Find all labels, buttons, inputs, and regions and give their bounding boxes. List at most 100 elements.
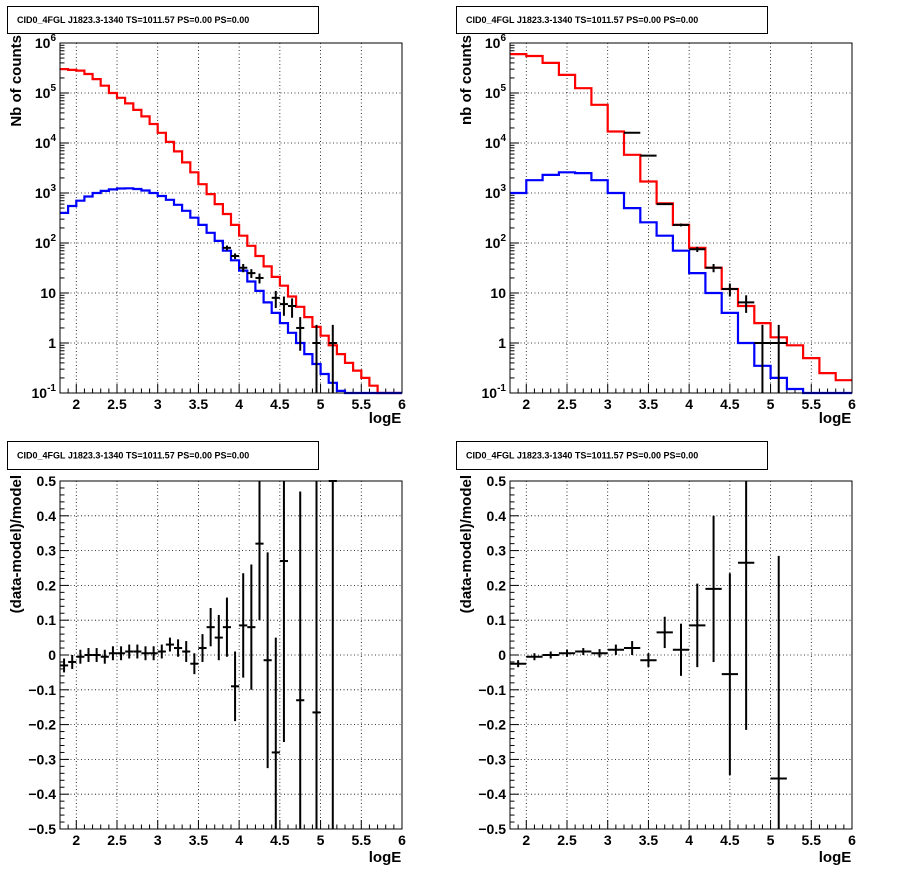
data-point [271, 290, 280, 309]
y-tick-label: 0.5 [37, 473, 57, 489]
data-point [247, 269, 256, 278]
data-point [76, 649, 85, 664]
data-point [738, 481, 755, 730]
data-point [198, 634, 207, 662]
chart-title: CID0_4FGL J1823.3-1340 TS=1011.57 PS=0.0… [466, 451, 698, 461]
axis-ticks [509, 42, 853, 394]
series-model-line [60, 68, 402, 395]
data-point [526, 653, 543, 661]
y-tick-label: 105 [485, 83, 507, 101]
data-point [206, 608, 215, 647]
x-tick-label: 2.5 [107, 396, 127, 412]
chart-title: CID0_4FGL J1823.3-1340 TS=1011.57 PS=0.0… [17, 15, 249, 25]
x-tick-label: 2.5 [557, 832, 577, 848]
axis-ticks [59, 42, 403, 394]
data-point [279, 481, 288, 742]
data-point [296, 317, 305, 351]
x-tick-label: 5.5 [352, 832, 372, 848]
y-tick-label: 0.5 [487, 473, 507, 489]
data-point [133, 644, 142, 659]
x-tick-label: 4 [235, 396, 243, 412]
y-tick-label: −0.4 [28, 786, 56, 802]
plot-frame [59, 480, 403, 830]
chart-panel-3: CID0_4FGL J1823.3-1340 TS=1011.57 PS=0.0… [7, 441, 406, 866]
data-point [721, 283, 738, 297]
data-point [117, 646, 126, 661]
data-point [656, 616, 673, 649]
y-tick-label: 10-1 [32, 383, 57, 401]
data-point [591, 649, 608, 658]
data-point [190, 653, 199, 675]
x-tick-label: 2 [522, 832, 530, 848]
y-tick-label: 1 [48, 335, 56, 351]
data-point [558, 649, 576, 657]
y-tick-label: 102 [35, 233, 57, 251]
x-tick-label: 6 [398, 832, 406, 848]
x-tick-label: 5 [317, 832, 325, 848]
y-tick-label: 10-1 [482, 383, 507, 401]
data-point [312, 324, 321, 393]
x-tick-label: 5.5 [802, 396, 822, 412]
data-point [263, 552, 272, 769]
y-axis-label: (data-model)/model [458, 475, 475, 613]
y-tick-label: 0.2 [487, 577, 507, 593]
x-tick-label: 3 [604, 832, 612, 848]
y-tick-label: −0.5 [478, 821, 506, 837]
y-tick-label: −0.3 [28, 751, 56, 767]
y-tick-label: 0.1 [487, 612, 507, 628]
y-axis-label: (data-model)/model [8, 475, 25, 613]
x-tick-label: 5.5 [352, 396, 372, 412]
x-axis-label: logE [819, 849, 852, 866]
data-point [125, 644, 134, 659]
y-tick-label: 0.2 [37, 577, 57, 593]
data-point [672, 223, 690, 227]
chart-title-box [456, 441, 768, 470]
data-points [624, 131, 787, 393]
y-tick-label: 0.4 [487, 508, 507, 524]
data-point [705, 264, 722, 273]
x-tick-label: 3 [154, 832, 162, 848]
data-point [296, 491, 305, 829]
x-tick-label: 3.5 [639, 832, 659, 848]
y-axis-label: Nb of counts [8, 35, 25, 127]
y-tick-label: −0.4 [478, 786, 506, 802]
data-point [721, 573, 738, 776]
data-points [510, 481, 787, 829]
chart-title-box [456, 6, 768, 34]
data-point [247, 564, 256, 690]
data-point [68, 655, 77, 669]
data-point [607, 644, 624, 655]
data-point [640, 653, 657, 668]
data-point [575, 648, 592, 655]
y-tick-label: 0.3 [37, 543, 57, 559]
series-model-line [510, 53, 852, 382]
data-point [640, 154, 657, 157]
data-point [705, 515, 722, 662]
data-point [222, 597, 231, 657]
chart-title-box [7, 441, 319, 470]
data-point [255, 273, 264, 284]
data-point [239, 264, 248, 273]
data-point [510, 660, 527, 668]
data-point [231, 253, 240, 259]
data-point [214, 614, 223, 661]
x-tick-label: 6 [398, 396, 406, 412]
data-point [108, 646, 117, 661]
data-point [60, 658, 69, 673]
y-tick-label: −0.3 [478, 751, 506, 767]
data-point [84, 648, 93, 662]
x-tick-label: 2.5 [557, 396, 577, 412]
grid-lines [60, 481, 402, 829]
x-tick-label: 4.5 [720, 396, 740, 412]
y-tick-label: 10 [490, 285, 506, 301]
x-tick-label: 2 [522, 396, 530, 412]
data-point [624, 641, 641, 655]
data-point [157, 644, 166, 659]
data-point [656, 203, 673, 206]
y-tick-label: −0.1 [28, 682, 56, 698]
y-tick-label: 0.1 [37, 612, 57, 628]
x-tick-label: 4 [685, 396, 693, 412]
y-tick-label: 104 [485, 133, 507, 151]
y-tick-label: 1 [498, 335, 506, 351]
